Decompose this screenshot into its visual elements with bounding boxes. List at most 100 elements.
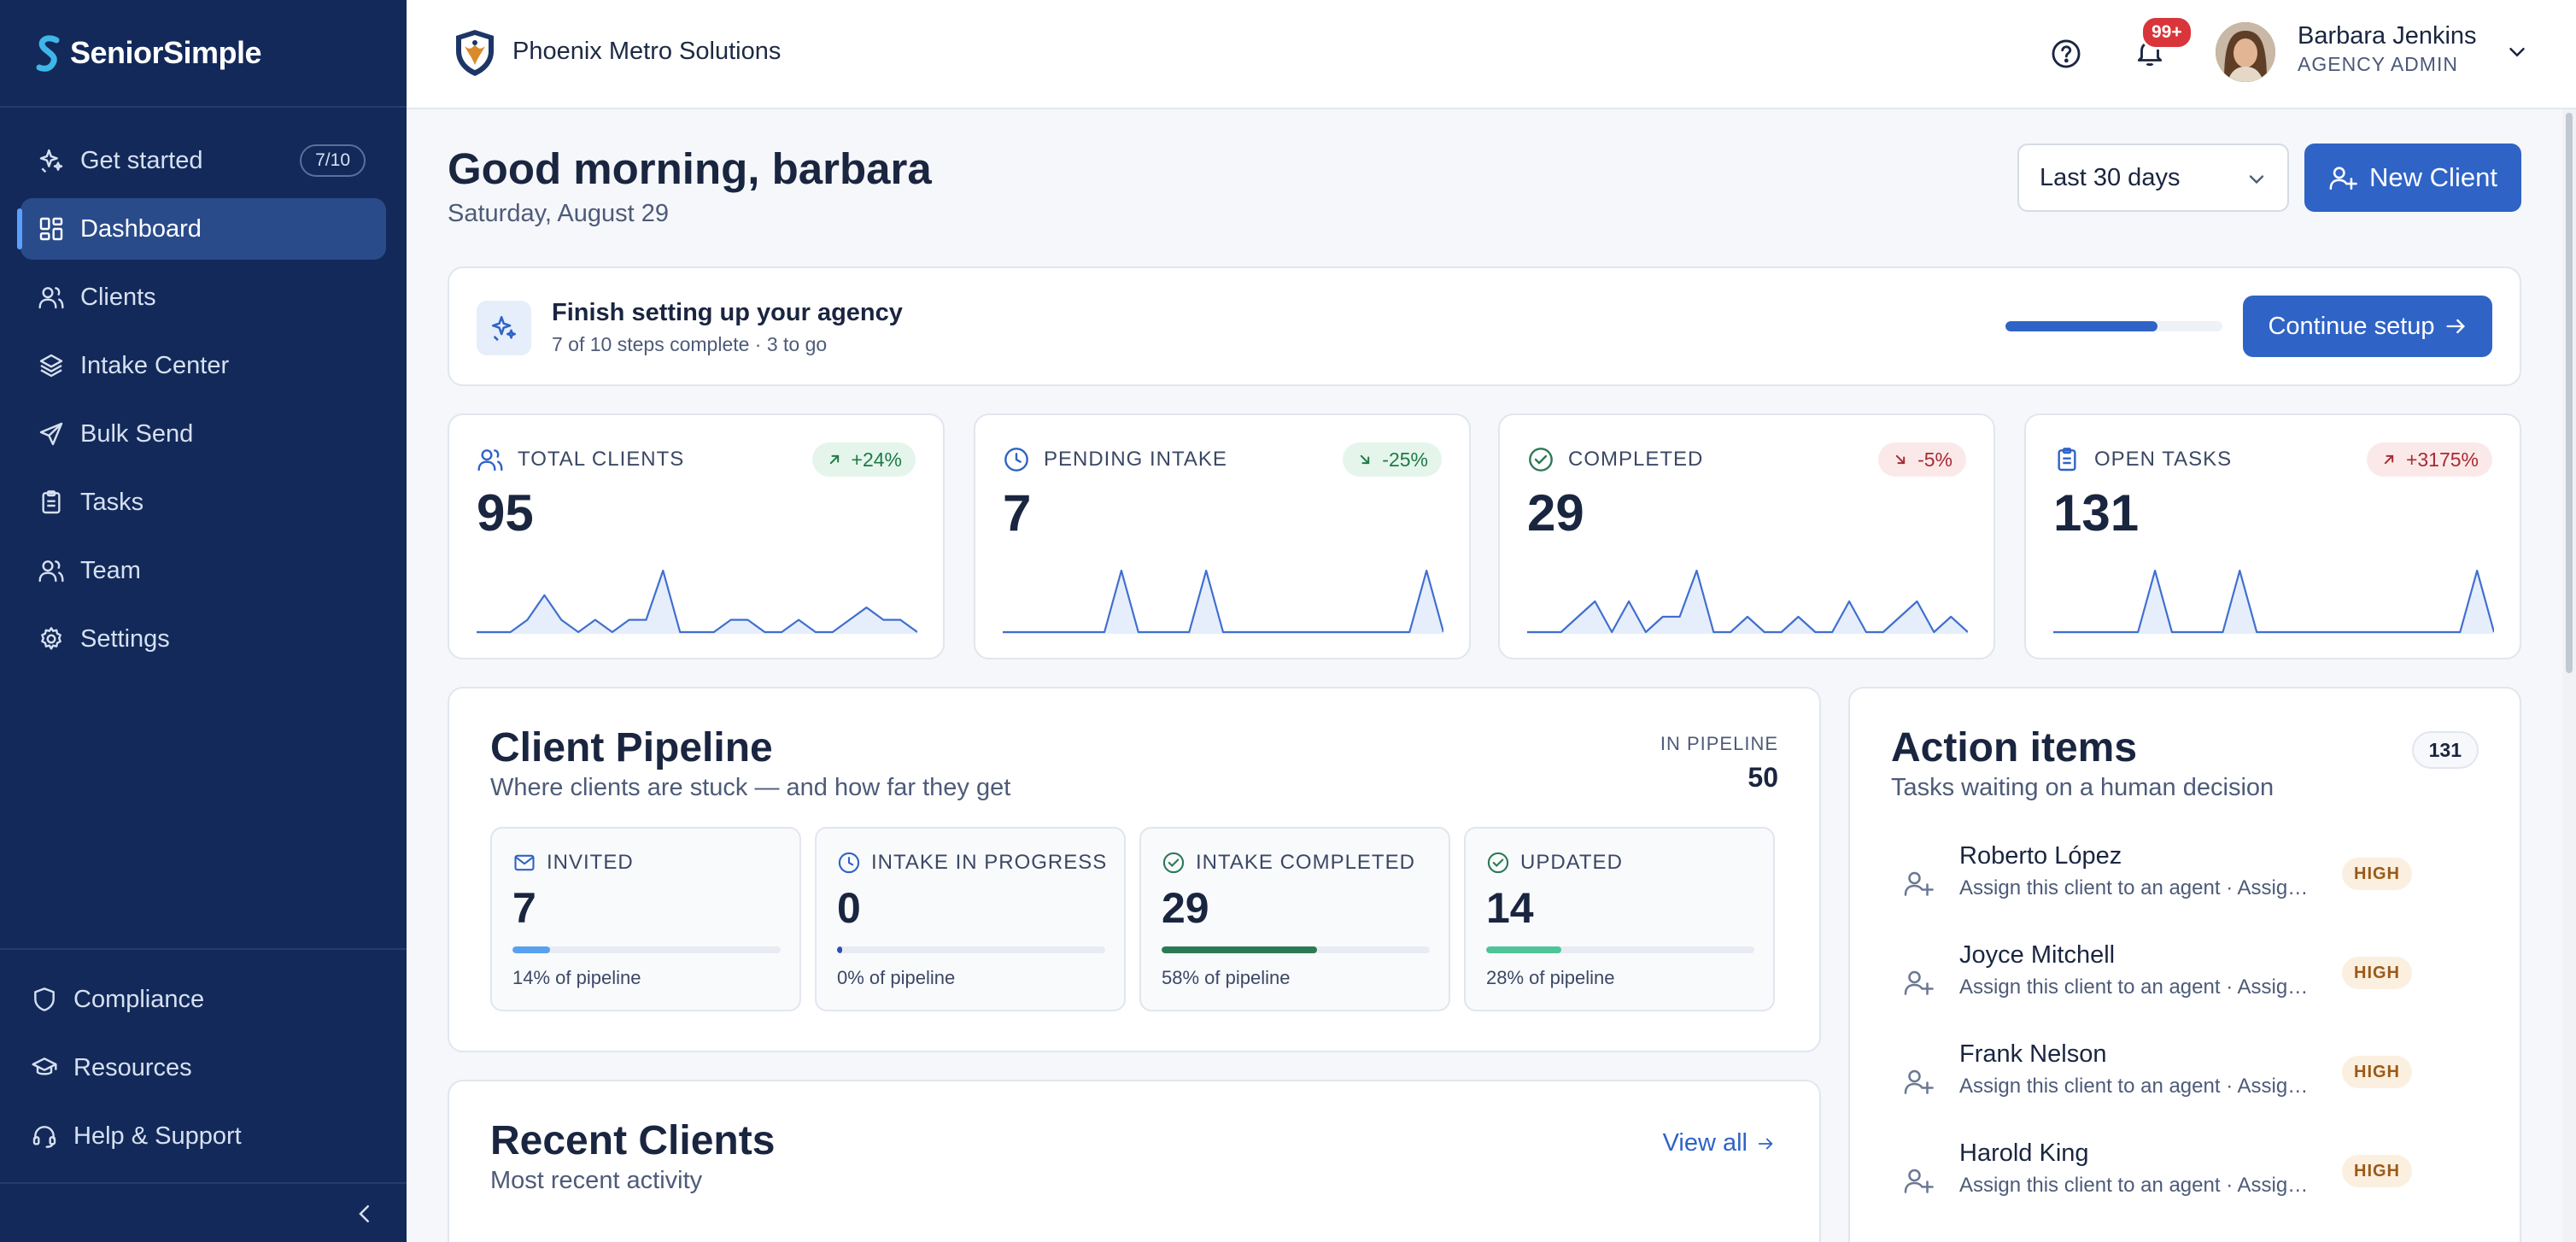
org-name[interactable]: Phoenix Metro Solutions <box>512 38 782 65</box>
setup-title: Finish setting up your agency <box>552 299 903 326</box>
pipeline-title: Client Pipeline <box>490 725 773 770</box>
setup-icon-tile <box>477 301 531 355</box>
sidebar-item-label: Dashboard <box>80 214 202 243</box>
sidebar-item-label: Clients <box>80 283 156 311</box>
avatar[interactable] <box>2216 22 2275 82</box>
sidebar-item-compliance[interactable]: Compliance <box>14 969 386 1030</box>
sidebar-item-team[interactable]: Team <box>20 540 386 601</box>
chevron-down-icon[interactable] <box>2504 39 2530 65</box>
sidebar-footer-nav: Compliance Resources Help & Support <box>0 948 407 1174</box>
stage-label: INVITED <box>547 851 634 874</box>
shield-icon <box>34 987 55 1011</box>
sidebar-item-intake-center[interactable]: Intake Center <box>20 335 386 396</box>
scrollbar-thumb[interactable] <box>2566 113 2573 673</box>
stage-percent: 14% of pipeline <box>512 967 641 988</box>
action-item[interactable]: Harold King Assign this client to an age… <box>1891 1139 2489 1225</box>
stage-progress-bar <box>1486 946 1754 953</box>
pipeline-subtitle: Where clients are stuck — and how far th… <box>490 774 1011 801</box>
sidebar-item-label: Help & Support <box>73 1122 242 1150</box>
date-range-value: Last 30 days <box>2040 163 2181 191</box>
action-item[interactable]: Frank Nelson Assign this client to an ag… <box>1891 1040 2489 1126</box>
help-icon[interactable] <box>2050 38 2082 70</box>
users-icon <box>38 287 64 309</box>
sidebar-item-get-started[interactable]: Get started 7/10 <box>20 130 386 191</box>
client-pipeline-panel: Client Pipeline Where clients are stuck … <box>448 687 1821 1052</box>
sparkline-line <box>1003 569 1443 634</box>
arrow-up-right-icon <box>829 454 839 465</box>
pipeline-stage-intake-completed[interactable]: INTAKE COMPLETED 29 58% of pipeline <box>1139 827 1450 1011</box>
pipeline-stage-intake-in-progress[interactable]: INTAKE IN PROGRESS 0 0% of pipeline <box>815 827 1126 1011</box>
kpi-label: OPEN TASKS <box>2094 448 2233 471</box>
stage-value: 14 <box>1486 884 1534 932</box>
check-circle-icon <box>1529 448 1553 472</box>
setup-subtitle: 7 of 10 steps complete · 3 to go <box>552 333 828 355</box>
sidebar-item-dashboard[interactable]: Dashboard <box>17 198 386 260</box>
new-client-label: New Client <box>2369 162 2497 192</box>
layers-icon <box>39 354 63 378</box>
continue-setup-button[interactable]: Continue setup <box>2243 296 2492 357</box>
kpi-card-pending-intake[interactable]: PENDING INTAKE -25% 7 <box>974 413 1471 659</box>
sidebar-item-settings[interactable]: Settings <box>20 608 386 670</box>
page-title: Good morning, barbara <box>448 144 932 193</box>
sidebar-item-clients[interactable]: Clients <box>20 267 386 328</box>
stage-percent: 0% of pipeline <box>837 967 956 988</box>
action-item-name: Harold King <box>1959 1139 2089 1167</box>
sidebar-item-label: Intake Center <box>80 351 230 379</box>
kpi-sparkline <box>2053 569 2494 634</box>
continue-setup-label: Continue setup <box>2268 312 2435 340</box>
org-logo-icon <box>456 30 494 76</box>
kpi-card-open-tasks[interactable]: OPEN TASKS +3175% 131 <box>2024 413 2521 659</box>
sparkline-line <box>477 569 917 634</box>
action-item[interactable]: Roberto López Assign this client to an a… <box>1891 842 2489 928</box>
kpi-label: PENDING INTAKE <box>1044 448 1227 471</box>
stage-label: INTAKE COMPLETED <box>1196 851 1415 874</box>
sidebar-item-resources[interactable]: Resources <box>14 1037 386 1098</box>
arrow-right-icon <box>1758 1138 1773 1149</box>
stage-label: UPDATED <box>1520 851 1623 874</box>
priority-badge: HIGH <box>2342 858 2412 890</box>
clipboard-icon <box>42 490 61 514</box>
sidebar-item-tasks[interactable]: Tasks <box>20 472 386 533</box>
mail-icon <box>514 854 535 871</box>
view-all-link[interactable]: View all <box>1663 1129 1775 1157</box>
stage-progress-fill <box>1486 946 1561 953</box>
setup-progress-fill <box>2005 321 2157 331</box>
arrow-right-icon <box>2446 319 2465 334</box>
kpi-card-total-clients[interactable]: TOTAL CLIENTS +24% 95 <box>448 413 945 659</box>
brand-name: SeniorSimple <box>70 35 262 70</box>
kpi-change-value: -25% <box>1382 448 1428 471</box>
view-all-label: View all <box>1662 1129 1748 1157</box>
sparkline-line <box>2053 569 2494 634</box>
pipeline-stage-invited[interactable]: INVITED 7 14% of pipeline <box>490 827 801 1011</box>
kpi-value: 95 <box>477 484 534 542</box>
arrow-up-right-icon <box>2384 454 2394 465</box>
kpi-card-completed[interactable]: COMPLETED -5% 29 <box>1498 413 1995 659</box>
notification-badge: 99+ <box>2140 15 2193 50</box>
sidebar-item-label: Tasks <box>80 488 144 516</box>
action-item[interactable]: Joyce Mitchell Assign this client to an … <box>1891 941 2489 1027</box>
sidebar-item-label: Bulk Send <box>80 419 194 448</box>
date-range-select[interactable]: Last 30 days <box>2017 144 2289 212</box>
brand-logo-icon <box>36 35 60 72</box>
recent-clients-title: Recent Clients <box>490 1118 776 1163</box>
pipeline-stage-updated[interactable]: UPDATED 14 28% of pipeline <box>1464 827 1775 1011</box>
sidebar-nav: Get started 7/10 Dashboard Clients Intak… <box>0 108 407 670</box>
kpi-label: COMPLETED <box>1568 448 1704 471</box>
action-item-name: Joyce Mitchell <box>1959 941 2116 969</box>
headset-icon <box>32 1126 56 1148</box>
brand[interactable]: SeniorSimple <box>0 0 407 108</box>
page-scrollbar[interactable] <box>2562 109 2576 1242</box>
gear-icon <box>41 627 61 650</box>
clock-icon <box>838 852 860 874</box>
user-name[interactable]: Barbara Jenkins <box>2298 22 2477 50</box>
sidebar-item-bulk-send[interactable]: Bulk Send <box>20 403 386 465</box>
sidebar-item-help-support[interactable]: Help & Support <box>14 1105 386 1167</box>
stage-label: INTAKE IN PROGRESS <box>871 851 1108 874</box>
clipboard-icon <box>2058 448 2076 472</box>
new-client-button[interactable]: New Client <box>2304 144 2521 212</box>
action-items-title: Action items <box>1891 725 2138 770</box>
users-icon <box>477 449 503 472</box>
chevron-left-icon[interactable] <box>352 1201 378 1227</box>
recent-clients-panel: Recent Clients Most recent activity View… <box>448 1080 1821 1242</box>
pipeline-total-value: 50 <box>1748 762 1778 793</box>
